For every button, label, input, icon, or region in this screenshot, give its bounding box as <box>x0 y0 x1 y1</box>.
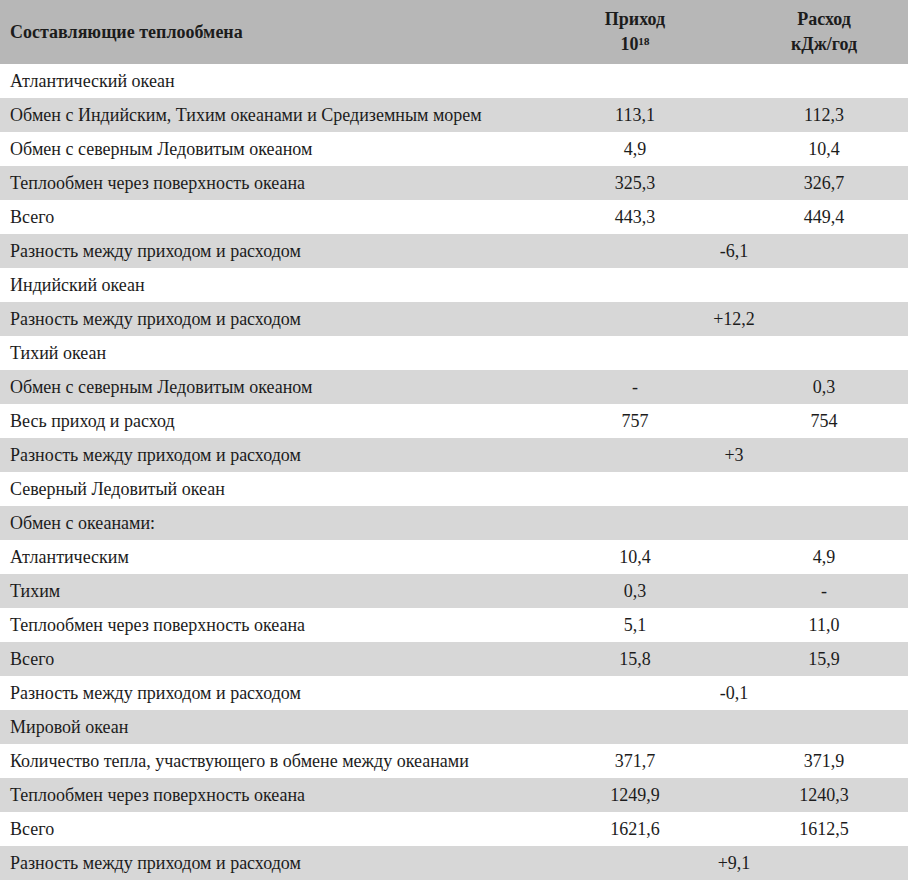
difference-value: +12,2 <box>560 309 908 330</box>
expense-value: 11,0 <box>710 615 908 636</box>
table-body: Атлантический океан Обмен с Индийским, Ти… <box>0 64 908 880</box>
header-expense: Расход кДж/год <box>710 0 908 64</box>
difference-value: -0,1 <box>560 683 908 704</box>
header-expense-unit: кДж/год <box>791 34 857 55</box>
income-value: 1249,9 <box>560 785 710 806</box>
row-label: Индийский океан <box>0 275 560 296</box>
section-row: Атлантический океан <box>0 64 908 98</box>
row-label: Тихим <box>0 581 560 602</box>
difference-value: -6,1 <box>560 241 908 262</box>
row-label: Разность между приходом и расходом <box>0 853 560 874</box>
section-row: Обмен с океанами: <box>0 506 908 540</box>
income-value: 325,3 <box>560 173 710 194</box>
table-row: Обмен с северным Ледовитым океаном-0,3 <box>0 370 908 404</box>
header-income-label: Приход <box>605 9 665 30</box>
table-row: Тихим0,3- <box>0 574 908 608</box>
expense-value: 112,3 <box>710 105 908 126</box>
difference-value: +9,1 <box>560 853 908 874</box>
expense-value: 326,7 <box>710 173 908 194</box>
income-value: 4,9 <box>560 139 710 160</box>
table-row: Теплообмен через поверхность океана1249,… <box>0 778 908 812</box>
table-row: Разность между приходом и расходом-0,1 <box>0 676 908 710</box>
section-row: Тихий океан <box>0 336 908 370</box>
expense-value: 371,9 <box>710 751 908 772</box>
table-row: Теплообмен через поверхность океана325,3… <box>0 166 908 200</box>
income-value: 0,3 <box>560 581 710 602</box>
row-label: Теплообмен через поверхность океана <box>0 785 560 806</box>
table-row: Обмен с северным Ледовитым океаном4,910,… <box>0 132 908 166</box>
header-expense-label: Расход <box>797 9 851 30</box>
row-label: Количество тепла, участвующего в обмене … <box>0 751 560 772</box>
header-components: Составляющие теплообмена <box>0 22 560 43</box>
expense-value: 15,9 <box>710 649 908 670</box>
table-row: Количество тепла, участвующего в обмене … <box>0 744 908 778</box>
expense-value: 4,9 <box>710 547 908 568</box>
income-value: 1621,6 <box>560 819 710 840</box>
expense-value: 10,4 <box>710 139 908 160</box>
row-label: Атлантическим <box>0 547 560 568</box>
table-row: Разность между приходом и расходом+9,1 <box>0 846 908 880</box>
income-value: - <box>560 377 710 398</box>
table-row: Теплообмен через поверхность океана5,111… <box>0 608 908 642</box>
table-row: Разность между приходом и расходом+12,2 <box>0 302 908 336</box>
header-income: Приход 10¹⁸ <box>560 0 710 64</box>
expense-value: 1240,3 <box>710 785 908 806</box>
expense-value: 0,3 <box>710 377 908 398</box>
table-row: Разность между приходом и расходом-6,1 <box>0 234 908 268</box>
row-label: Северный Ледовитый океан <box>0 479 560 500</box>
row-label: Разность между приходом и расходом <box>0 683 560 704</box>
income-value: 443,3 <box>560 207 710 228</box>
table-row: Всего443,3449,4 <box>0 200 908 234</box>
table-row: Атлантическим10,44,9 <box>0 540 908 574</box>
row-label: Мировой океан <box>0 717 560 738</box>
income-value: 371,7 <box>560 751 710 772</box>
table-row: Обмен с Индийским, Тихим океанами и Сред… <box>0 98 908 132</box>
row-label: Обмен с океанами: <box>0 513 560 534</box>
table-row: Всего1621,61612,5 <box>0 812 908 846</box>
header-income-unit: 10¹⁸ <box>621 34 650 55</box>
heat-exchange-table: Составляющие теплообмена Приход 10¹⁸ Рас… <box>0 0 908 884</box>
income-value: 757 <box>560 411 710 432</box>
table-row: Всего15,815,9 <box>0 642 908 676</box>
expense-value: 1612,5 <box>710 819 908 840</box>
income-value: 15,8 <box>560 649 710 670</box>
section-row: Мировой океан <box>0 710 908 744</box>
section-row: Северный Ледовитый океан <box>0 472 908 506</box>
row-label: Обмен с северным Ледовитым океаном <box>0 139 560 160</box>
row-label: Всего <box>0 207 560 228</box>
table-header-row: Составляющие теплообмена Приход 10¹⁸ Рас… <box>0 0 908 64</box>
row-label: Обмен с северным Ледовитым океаном <box>0 377 560 398</box>
row-label: Тихий океан <box>0 343 560 364</box>
section-row: Индийский океан <box>0 268 908 302</box>
row-label: Теплообмен через поверхность океана <box>0 173 560 194</box>
income-value: 5,1 <box>560 615 710 636</box>
table-row: Весь приход и расход757754 <box>0 404 908 438</box>
row-label: Разность между приходом и расходом <box>0 241 560 262</box>
row-label: Всего <box>0 649 560 670</box>
table-row: Разность между приходом и расходом+3 <box>0 438 908 472</box>
income-value: 10,4 <box>560 547 710 568</box>
row-label: Разность между приходом и расходом <box>0 445 560 466</box>
row-label: Разность между приходом и расходом <box>0 309 560 330</box>
row-label: Обмен с Индийским, Тихим океанами и Сред… <box>0 105 560 126</box>
row-label: Весь приход и расход <box>0 411 560 432</box>
income-value: 113,1 <box>560 105 710 126</box>
expense-value: 449,4 <box>710 207 908 228</box>
difference-value: +3 <box>560 445 908 466</box>
row-label: Всего <box>0 819 560 840</box>
expense-value: 754 <box>710 411 908 432</box>
row-label: Атлантический океан <box>0 71 560 92</box>
row-label: Теплообмен через поверхность океана <box>0 615 560 636</box>
expense-value: - <box>710 581 908 602</box>
